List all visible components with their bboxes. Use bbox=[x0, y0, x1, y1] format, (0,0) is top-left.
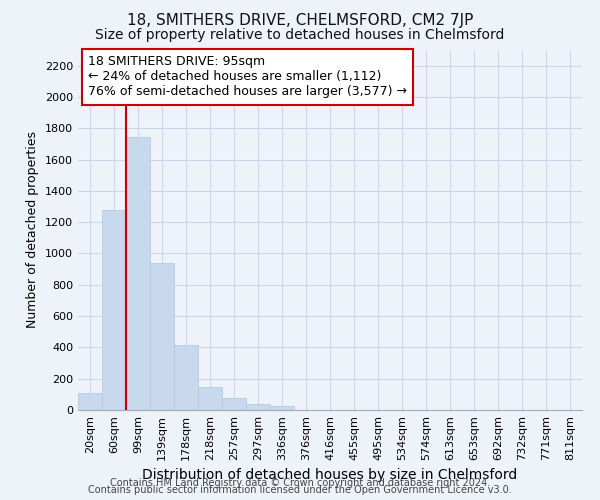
Text: Size of property relative to detached houses in Chelmsford: Size of property relative to detached ho… bbox=[95, 28, 505, 42]
Bar bbox=[174, 345, 198, 410]
Text: 18, SMITHERS DRIVE, CHELMSFORD, CM2 7JP: 18, SMITHERS DRIVE, CHELMSFORD, CM2 7JP bbox=[127, 12, 473, 28]
Bar bbox=[102, 210, 126, 410]
Bar bbox=[246, 404, 270, 410]
Bar bbox=[150, 263, 174, 410]
Text: Contains public sector information licensed under the Open Government Licence v3: Contains public sector information licen… bbox=[88, 485, 512, 495]
Bar bbox=[222, 398, 246, 410]
X-axis label: Distribution of detached houses by size in Chelmsford: Distribution of detached houses by size … bbox=[142, 468, 518, 482]
Bar bbox=[270, 406, 294, 410]
Text: 18 SMITHERS DRIVE: 95sqm
← 24% of detached houses are smaller (1,112)
76% of sem: 18 SMITHERS DRIVE: 95sqm ← 24% of detach… bbox=[88, 56, 407, 98]
Text: Contains HM Land Registry data © Crown copyright and database right 2024.: Contains HM Land Registry data © Crown c… bbox=[110, 478, 490, 488]
Y-axis label: Number of detached properties: Number of detached properties bbox=[26, 132, 40, 328]
Bar bbox=[78, 393, 102, 410]
Bar bbox=[126, 137, 150, 410]
Bar bbox=[198, 386, 222, 410]
